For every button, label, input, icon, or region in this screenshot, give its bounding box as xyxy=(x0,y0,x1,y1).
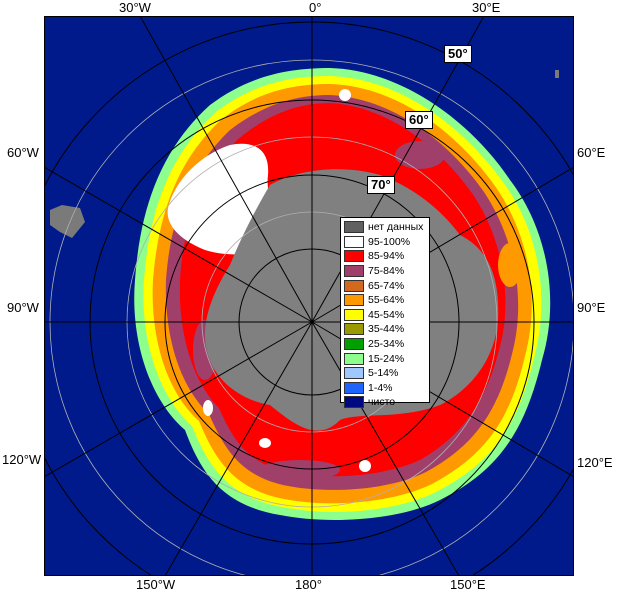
lon-label-0: 0° xyxy=(309,0,322,15)
lat-label-60: 60° xyxy=(405,111,433,129)
legend-item: 15-24% xyxy=(344,351,429,366)
legend-label: 65-74% xyxy=(368,279,405,292)
lat-label-50: 50° xyxy=(444,45,472,63)
legend-item: 1-4% xyxy=(344,381,429,396)
lon-label-30e: 30°E xyxy=(472,0,501,15)
lon-label-150e: 150°E xyxy=(450,577,486,592)
legend-label: 95-100% xyxy=(368,235,411,248)
legend-item: 45-54% xyxy=(344,308,429,323)
ice-95-100 xyxy=(203,400,213,416)
ice-patch-purple xyxy=(395,141,445,169)
legend-swatch xyxy=(344,381,364,394)
lon-label-120w: 120°W xyxy=(2,452,42,467)
legend-item: 65-74% xyxy=(344,278,429,293)
ice-95-100 xyxy=(259,438,271,448)
legend-swatch xyxy=(344,250,364,263)
lat-label-70: 70° xyxy=(367,176,395,194)
legend-item: 5-14% xyxy=(344,366,429,381)
lon-label-120e: 120°E xyxy=(577,455,613,470)
legend: нет данных 95-100% 85-94% 75-84% 65-74% 55-64… xyxy=(340,217,430,409)
land-patch xyxy=(555,70,559,78)
antarctica-peninsula xyxy=(240,200,275,265)
lon-label-60e: 60°E xyxy=(577,145,606,160)
legend-item: 95-100% xyxy=(344,235,429,250)
legend-item: 85-94% xyxy=(344,249,429,264)
legend-swatch xyxy=(344,294,364,307)
legend-item: 25-34% xyxy=(344,337,429,352)
legend-label: 75-84% xyxy=(368,265,405,278)
lon-label-180: 180° xyxy=(295,577,322,592)
legend-label: 35-44% xyxy=(368,323,405,336)
legend-item: 55-64% xyxy=(344,293,429,308)
legend-swatch xyxy=(344,352,364,365)
legend-item: нет данных xyxy=(344,220,429,235)
land-patch xyxy=(50,205,85,238)
legend-item: 35-44% xyxy=(344,322,429,337)
legend-label: 25-34% xyxy=(368,338,405,351)
legend-swatch xyxy=(344,235,364,248)
legend-swatch xyxy=(344,367,364,380)
map-frame xyxy=(44,16,574,576)
legend-swatch xyxy=(344,323,364,336)
legend-swatch xyxy=(344,279,364,292)
legend-label: 85-94% xyxy=(368,250,405,263)
legend-swatch xyxy=(344,265,364,278)
legend-item: чисто xyxy=(344,395,429,410)
ice-95-100 xyxy=(339,89,351,101)
lon-label-60w: 60°W xyxy=(7,145,39,160)
legend-label: нет данных xyxy=(368,221,424,234)
legend-label: 5-14% xyxy=(368,367,399,380)
lon-label-90e: 90°E xyxy=(577,300,606,315)
lon-label-150w: 150°W xyxy=(136,577,176,592)
legend-label: 45-54% xyxy=(368,308,405,321)
legend-item: 75-84% xyxy=(344,264,429,279)
legend-label: 1-4% xyxy=(368,381,393,394)
legend-label: 15-24% xyxy=(368,352,405,365)
legend-swatch xyxy=(344,221,364,234)
ice-patch-orange xyxy=(498,243,522,287)
legend-swatch xyxy=(344,338,364,351)
legend-swatch xyxy=(344,308,364,321)
ice-95-100 xyxy=(359,460,371,472)
lon-label-30w: 30°W xyxy=(119,0,151,15)
legend-label: чисто xyxy=(368,396,396,409)
legend-label: 55-64% xyxy=(368,294,405,307)
lon-label-90w: 90°W xyxy=(7,300,39,315)
legend-swatch xyxy=(344,396,364,409)
